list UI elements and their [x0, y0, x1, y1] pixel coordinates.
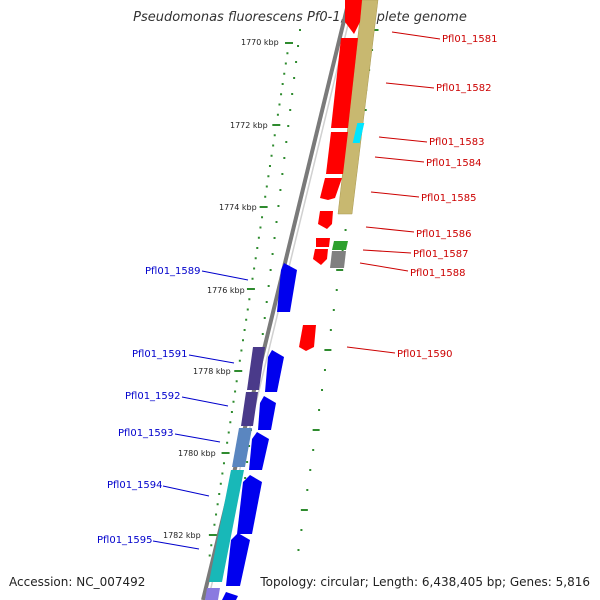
- label-Pfl01_1592[interactable]: Pfl01_1592: [125, 391, 181, 402]
- cyan-feature: [352, 123, 365, 143]
- ruler-label-1778: 1778 kbp: [193, 367, 231, 376]
- gene-Pfl01_1592[interactable]: [258, 396, 276, 430]
- ruler-labels: 1770 kbp 1772 kbp 1774 kbp 1776 kbp 1778…: [163, 38, 279, 540]
- label-Pfl01_1585[interactable]: Pfl01_1585: [421, 193, 477, 204]
- gray-feature: [330, 251, 346, 268]
- label-Pfl01_1594[interactable]: Pfl01_1594: [107, 480, 163, 491]
- left-gene-labels: Pfl01_1589 Pfl01_1591 Pfl01_1592 Pfl01_1…: [97, 266, 249, 550]
- label-Pfl01_1583[interactable]: Pfl01_1583: [429, 137, 485, 148]
- ruler-label-1770: 1770 kbp: [241, 38, 279, 47]
- lavender-band: [205, 588, 220, 600]
- gene-Pfl01_1591[interactable]: [265, 350, 284, 392]
- ruler-label-1774: 1774 kbp: [219, 203, 257, 212]
- gene-Pfl01_1586[interactable]: [316, 238, 330, 247]
- topology-label: Topology: circular; Length: 6,438,405 bp…: [260, 575, 590, 589]
- gene-Pfl01_1583[interactable]: [326, 132, 348, 174]
- label-Pfl01_1586[interactable]: Pfl01_1586: [416, 229, 472, 240]
- label-Pfl01_1588[interactable]: Pfl01_1588: [410, 268, 466, 279]
- gene-Pfl01_1584[interactable]: [320, 178, 342, 200]
- ruler-ticks: [208, 42, 293, 557]
- forward-strand-genes: [299, 0, 362, 351]
- label-Pfl01_1589[interactable]: Pfl01_1589: [145, 266, 201, 277]
- accession-label: Accession: NC_007492: [9, 575, 146, 589]
- reverse-strand-genes: [222, 263, 297, 600]
- right-gene-labels: Pfl01_1581 Pfl01_1582 Pfl01_1583 Pfl01_1…: [346, 31, 498, 360]
- label-Pfl01_1590[interactable]: Pfl01_1590: [397, 349, 453, 360]
- gene-partial-bottom[interactable]: [222, 592, 238, 600]
- left-feature-bands: [205, 347, 265, 600]
- label-Pfl01_1581[interactable]: Pfl01_1581: [442, 34, 498, 45]
- teal-band: [209, 470, 244, 582]
- gene-Pfl01_1585[interactable]: [318, 211, 333, 229]
- gene-Pfl01_1589[interactable]: [277, 263, 297, 312]
- label-Pfl01_1591[interactable]: Pfl01_1591: [132, 349, 188, 360]
- green-feature: [332, 241, 348, 250]
- gene-Pfl01_1587[interactable]: [313, 249, 328, 265]
- gene-Pfl01_1595[interactable]: [226, 533, 250, 586]
- ruler-label-1772: 1772 kbp: [230, 121, 268, 130]
- ruler-label-1776: 1776 kbp: [207, 286, 245, 295]
- label-Pfl01_1587[interactable]: Pfl01_1587: [413, 249, 469, 260]
- map-title: Pseudomonas fluorescens Pf0-1, complete …: [133, 10, 467, 25]
- label-Pfl01_1595[interactable]: Pfl01_1595: [97, 535, 153, 546]
- dark-purple-band-1: [247, 347, 265, 390]
- label-Pfl01_1593[interactable]: Pfl01_1593: [118, 428, 174, 439]
- dark-purple-band-2: [241, 392, 258, 426]
- gene-Pfl01_1582[interactable]: [331, 38, 358, 128]
- gene-Pfl01_1593[interactable]: [249, 432, 269, 470]
- label-Pfl01_1582[interactable]: Pfl01_1582: [436, 83, 492, 94]
- ruler-label-1782: 1782 kbp: [163, 531, 201, 540]
- gene-Pfl01_1590[interactable]: [299, 325, 316, 351]
- gene-Pfl01_1581[interactable]: [345, 0, 362, 34]
- ruler-label-1780: 1780 kbp: [178, 449, 216, 458]
- label-Pfl01_1584[interactable]: Pfl01_1584: [426, 158, 482, 169]
- gene-Pfl01_1594[interactable]: [237, 475, 262, 534]
- steel-blue-band: [232, 428, 252, 467]
